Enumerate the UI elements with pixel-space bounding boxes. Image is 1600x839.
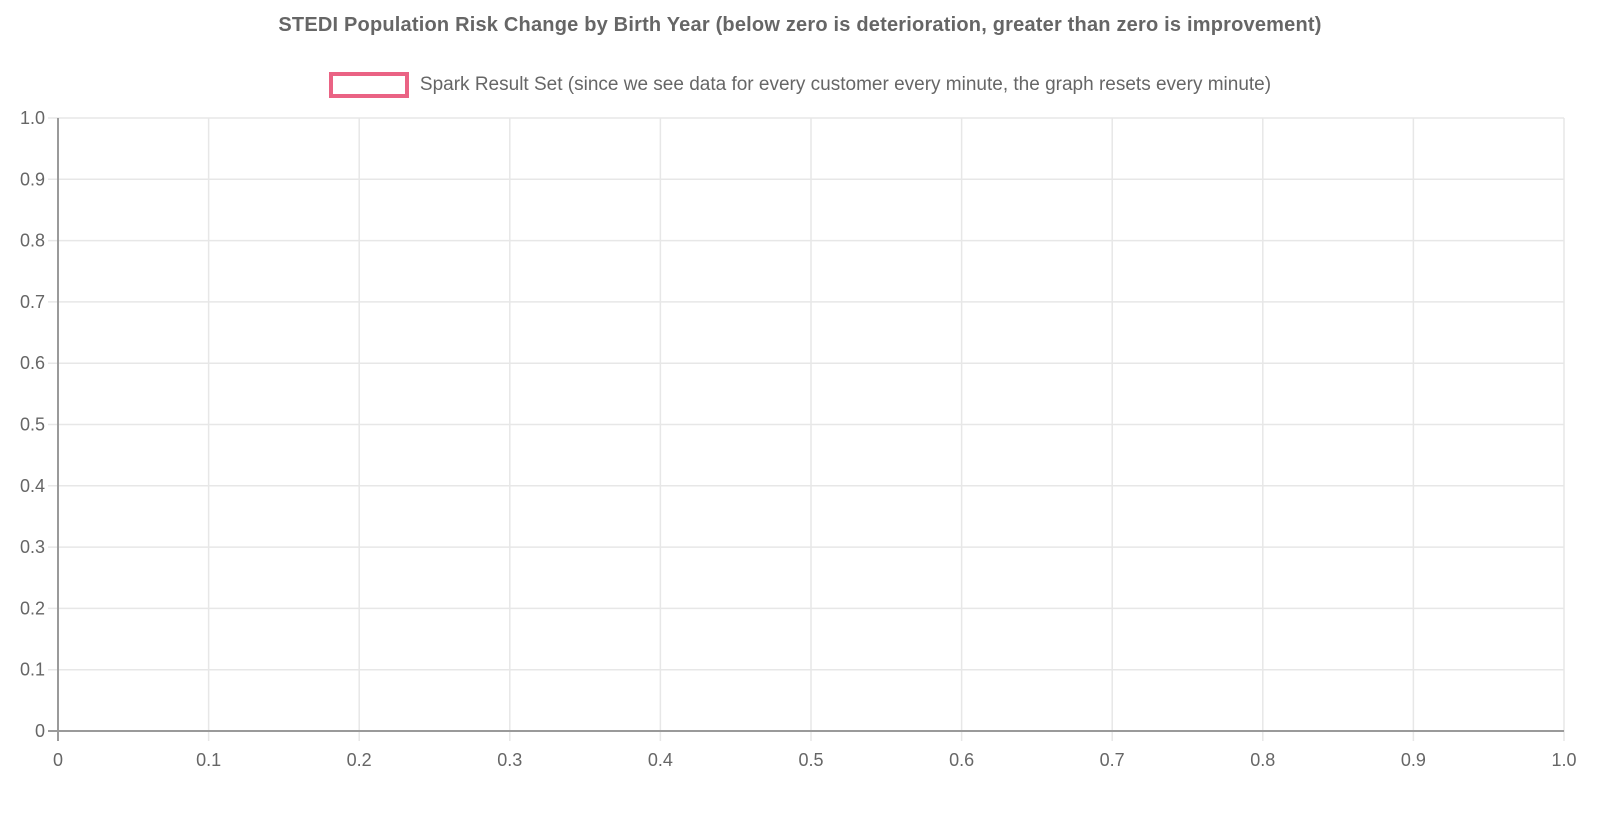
y-tick-label: 0 xyxy=(35,721,45,741)
y-tick-label: 0.3 xyxy=(20,537,45,557)
legend-label: Spark Result Set (since we see data for … xyxy=(419,74,1272,95)
x-tick-label: 0 xyxy=(53,750,63,770)
x-tick-label: 0.3 xyxy=(497,750,522,770)
y-tick-label: 0.9 xyxy=(20,169,45,189)
y-tick-label: 0.4 xyxy=(20,476,45,496)
x-tick-label: 0.1 xyxy=(196,750,221,770)
y-tick-label: 0.6 xyxy=(20,353,45,373)
y-tick-label: 0.1 xyxy=(20,660,45,680)
chart-title: STEDI Population Risk Change by Birth Ye… xyxy=(278,14,1322,36)
legend-item-spark-result-set[interactable]: Spark Result Set (since we see data for … xyxy=(328,72,1272,98)
x-tick-label: 0.9 xyxy=(1401,750,1426,770)
x-tick-label: 0.7 xyxy=(1100,750,1125,770)
y-tick-label: 1.0 xyxy=(20,108,45,128)
x-tick-label: 0.4 xyxy=(648,750,673,770)
y-tick-label: 0.7 xyxy=(20,292,45,312)
x-tick-label: 0.2 xyxy=(347,750,372,770)
y-tick-label: 0.2 xyxy=(20,598,45,618)
x-tick-label: 0.8 xyxy=(1250,750,1275,770)
legend-swatch-icon xyxy=(328,72,409,98)
chart-legend: Spark Result Set (since we see data for … xyxy=(0,72,1600,98)
y-tick-label: 0.5 xyxy=(20,415,45,435)
x-tick-label: 0.5 xyxy=(798,750,823,770)
y-tick-label: 0.8 xyxy=(20,231,45,251)
x-tick-label: 1.0 xyxy=(1551,750,1576,770)
x-tick-label: 0.6 xyxy=(949,750,974,770)
